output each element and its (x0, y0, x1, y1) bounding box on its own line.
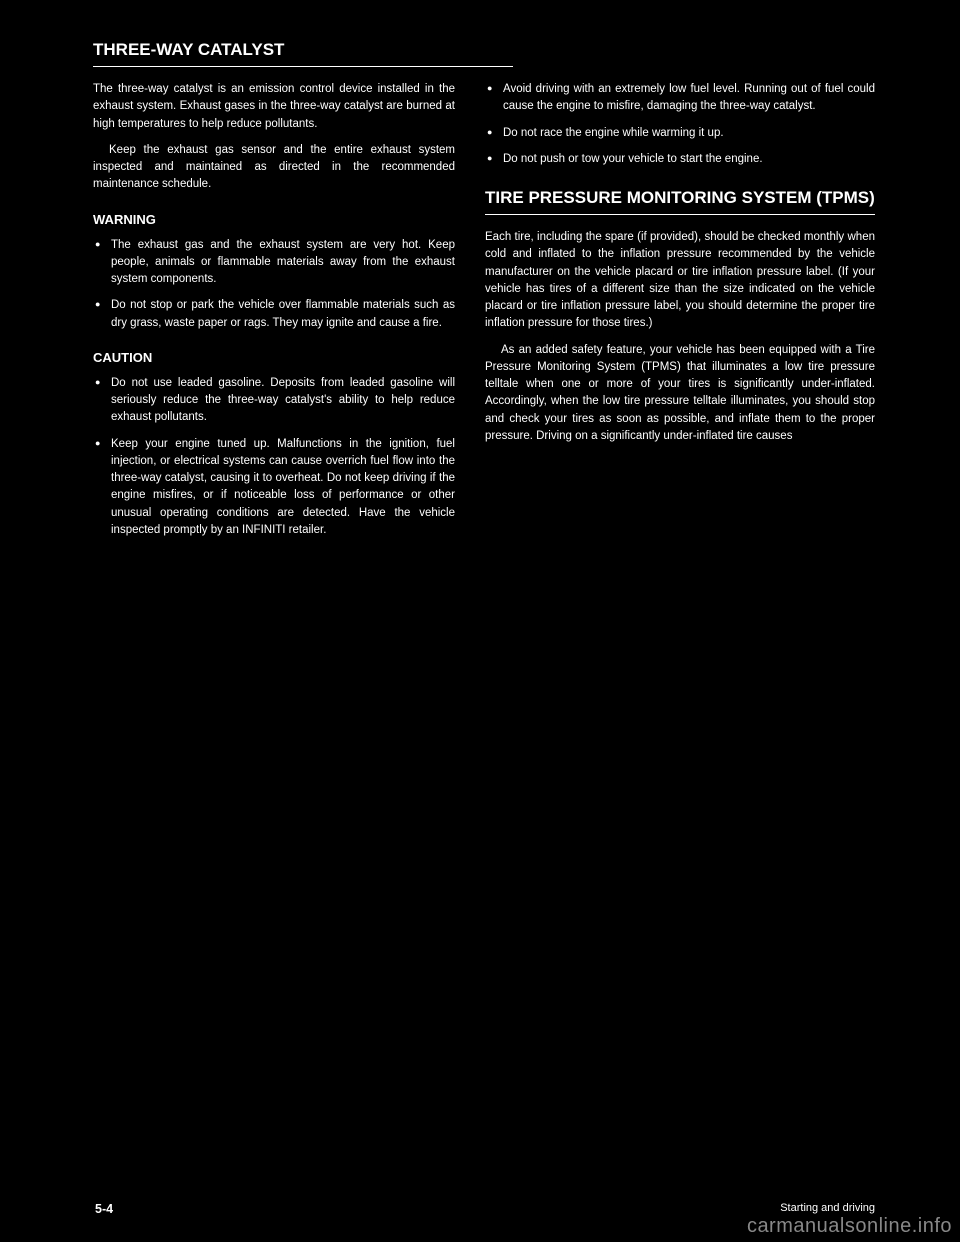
content-columns: The three-way catalyst is an emission co… (85, 81, 875, 548)
warning-item: The exhaust gas and the exhaust system a… (93, 237, 455, 289)
section-heading-tpms: TIRE PRESSURE MONITORING SYSTEM (TPMS) (485, 188, 875, 215)
caution-item: Do not use leaded gasoline. Deposits fro… (93, 375, 455, 427)
warning-item: Do not stop or park the vehicle over fla… (93, 297, 455, 332)
caution-list: Do not use leaded gasoline. Deposits fro… (93, 375, 455, 539)
watermark-text: carmanualsonline.info (747, 1215, 952, 1238)
caution-item: Avoid driving with an extremely low fuel… (485, 81, 875, 116)
caution-item: Do not race the engine while warming it … (485, 125, 875, 142)
warning-heading: WARNING (93, 212, 455, 227)
section-heading-catalyst: THREE-WAY CATALYST (93, 40, 513, 67)
caution-item: Do not push or tow your vehicle to start… (485, 151, 875, 168)
tpms-section: TIRE PRESSURE MONITORING SYSTEM (TPMS) E… (485, 188, 875, 445)
intro-paragraph-1: The three-way catalyst is an emission co… (93, 81, 455, 133)
warning-list: The exhaust gas and the exhaust system a… (93, 237, 455, 332)
intro-paragraph-2: Keep the exhaust gas sensor and the enti… (93, 142, 455, 194)
caution-item: Keep your engine tuned up. Malfunctions … (93, 436, 455, 540)
right-column: Avoid driving with an extremely low fuel… (485, 81, 875, 548)
page-container: THREE-WAY CATALYST The three-way catalys… (0, 0, 960, 1242)
tpms-paragraph-1: Each tire, including the spare (if provi… (485, 229, 875, 333)
continued-bullets: Avoid driving with an extremely low fuel… (485, 81, 875, 168)
section-name: Starting and driving (780, 1202, 875, 1214)
caution-heading: CAUTION (93, 350, 455, 365)
left-column: The three-way catalyst is an emission co… (85, 81, 455, 548)
tpms-paragraph-2: As an added safety feature, your vehicle… (485, 342, 875, 446)
page-number: 5-4 (95, 1202, 113, 1216)
